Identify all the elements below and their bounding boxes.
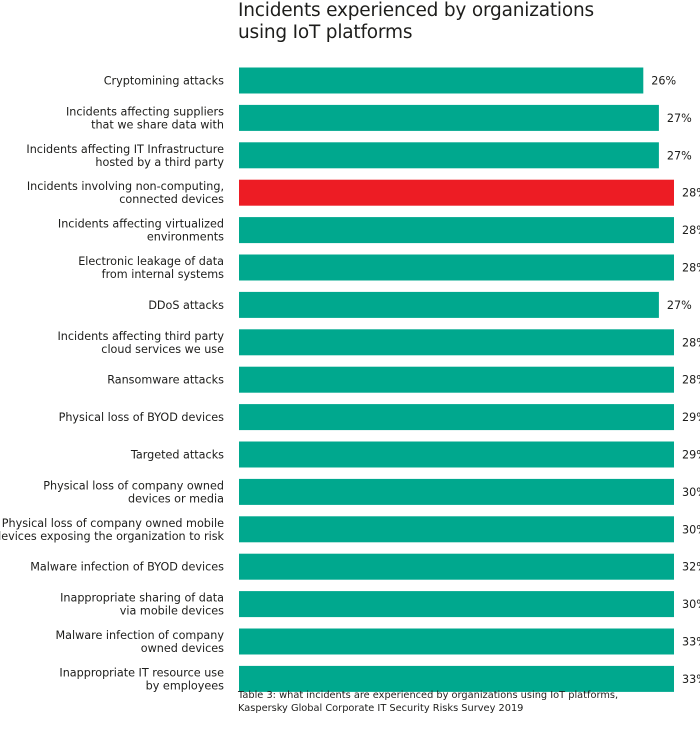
category-label-16: Inappropriate IT resource use by employee… (59, 666, 224, 692)
bar-12 (239, 516, 674, 543)
value-label-15: 33% (682, 636, 700, 649)
category-label-8: Ransomware attacks (107, 374, 224, 387)
value-label-2: 27% (667, 149, 692, 162)
category-label-10: Targeted attacks (130, 449, 224, 462)
chart-title-line-1: Incidents experienced by organizations (238, 0, 594, 21)
category-label-11: Physical loss of company owned devices or… (43, 479, 224, 505)
value-label-1: 27% (667, 112, 692, 125)
bar-16 (239, 665, 674, 692)
category-label-4: Incidents affecting virtualized environme… (58, 218, 224, 244)
value-label-10: 29% (682, 449, 700, 462)
bar-9 (239, 404, 674, 431)
category-label-12: Physical loss of company owned mobile dev… (0, 517, 225, 543)
value-label-0: 26% (651, 75, 676, 88)
value-label-4: 28% (682, 224, 700, 237)
category-label-2: Incidents affecting IT Infrastructure hos… (26, 143, 224, 169)
bar-1 (239, 104, 659, 131)
chart-title: Incidents experienced by organizations u… (238, 0, 678, 44)
bar-13 (239, 553, 674, 580)
bar-2 (239, 142, 659, 169)
category-label-0: Cryptomining attacks (104, 75, 224, 88)
category-label-6: DDoS attacks (148, 299, 224, 312)
bar-11 (239, 478, 674, 505)
bar-3 (239, 179, 674, 206)
value-label-8: 28% (682, 374, 700, 387)
bar-15 (239, 628, 674, 655)
value-label-5: 28% (682, 262, 700, 275)
caption-line-2: Kaspersky Global Corporate IT Security R… (238, 703, 524, 714)
value-label-12: 30% (682, 523, 700, 536)
bar-7 (239, 329, 674, 356)
value-label-16: 33% (682, 673, 700, 686)
category-label-14: Inappropriate sharing of data via mobile … (60, 592, 224, 618)
bar-14 (239, 591, 674, 618)
category-label-7: Incidents affecting third party cloud ser… (57, 330, 224, 356)
value-label-13: 32% (682, 561, 700, 574)
value-label-7: 28% (682, 336, 700, 349)
value-label-11: 30% (682, 486, 700, 499)
category-label-3: Incidents involving non-computing, connec… (27, 180, 224, 206)
value-label-3: 28% (682, 187, 700, 200)
bar-0 (239, 67, 644, 94)
category-label-15: Malware infection of company owned device… (56, 629, 225, 655)
value-label-9: 29% (682, 411, 700, 424)
chart-caption: Table 3: what incidents are experienced … (238, 689, 678, 715)
bar-4 (239, 217, 674, 244)
category-label-5: Electronic leakage of data from internal … (78, 255, 224, 281)
bar-6 (239, 291, 659, 318)
category-label-9: Physical loss of BYOD devices (59, 411, 225, 424)
category-label-1: Incidents affecting suppliers that we sha… (66, 105, 224, 131)
category-label-13: Malware infection of BYOD devices (30, 561, 224, 574)
bar-8 (239, 366, 674, 393)
value-label-14: 30% (682, 598, 700, 611)
caption-line-1: Table 3: what incidents are experienced … (238, 690, 619, 701)
bar-5 (239, 254, 674, 281)
value-label-6: 27% (667, 299, 692, 312)
bar-10 (239, 441, 674, 468)
chart-title-line-2: using IoT platforms (238, 22, 413, 43)
